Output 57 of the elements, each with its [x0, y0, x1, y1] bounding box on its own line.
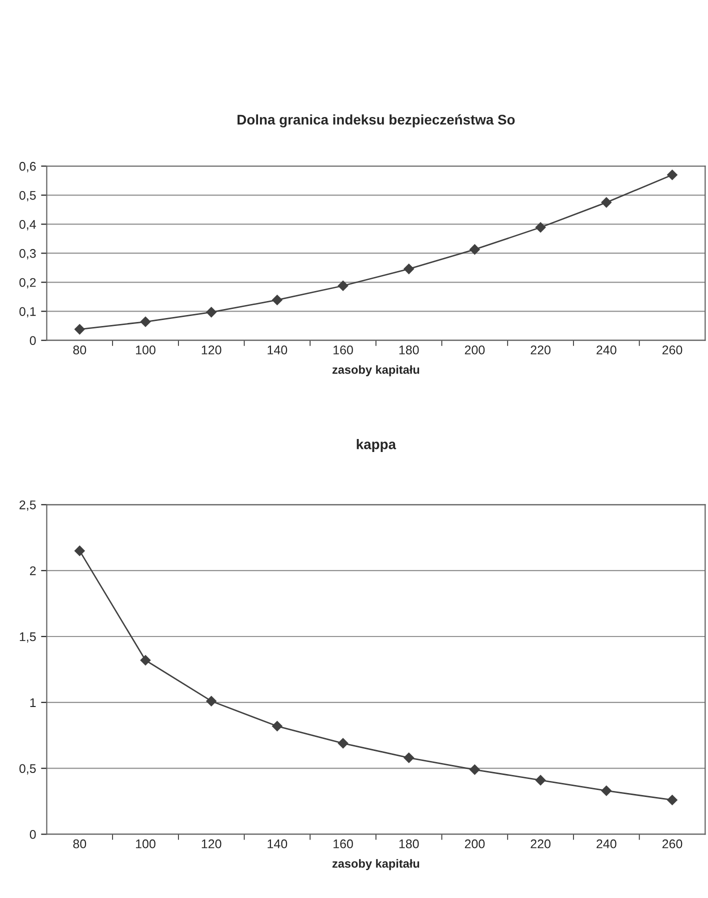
x-tick-label: 260: [662, 346, 682, 354]
x-axis-title: zasoby kapitału: [332, 859, 420, 870]
x-tick-label: 180: [399, 346, 419, 354]
x-tick-label: 100: [136, 346, 156, 354]
x-tick-label: 200: [464, 839, 485, 848]
y-tick-label: 0,4: [19, 220, 36, 230]
y-tick-label: 2,5: [20, 500, 36, 511]
point: [272, 721, 282, 732]
chart-title: Dolna granica indeksu bezpieczeństwa So: [238, 114, 515, 128]
y-tick-label: 0,2: [19, 278, 36, 288]
point: [404, 264, 414, 274]
y-tick-label: 0,1: [19, 307, 36, 318]
point: [535, 222, 546, 233]
x-tick-label: 80: [73, 839, 86, 848]
x-axis-title: zasoby kapitału: [332, 365, 420, 376]
point: [140, 316, 151, 327]
x-tick-label: 80: [73, 346, 86, 354]
y-tick-label: 0,5: [19, 190, 36, 202]
point: [404, 752, 414, 763]
y-tick-label: 2: [30, 566, 36, 576]
point: [667, 794, 678, 806]
x-tick-label: 140: [268, 346, 288, 354]
point: [338, 280, 348, 291]
point: [140, 655, 151, 666]
x-tick-label: 120: [202, 839, 222, 848]
y-tick-label: 0,5: [19, 764, 36, 774]
x-tick-label: 240: [596, 839, 616, 848]
x-tick-label: 160: [334, 839, 353, 848]
x-tick-label: 160: [334, 346, 353, 354]
x-tick-label: 260: [662, 839, 682, 848]
point: [667, 170, 678, 180]
point: [206, 696, 216, 706]
point: [535, 775, 546, 786]
y-tick-label: 0,3: [19, 249, 36, 260]
point: [601, 197, 612, 208]
x-tick-label: 180: [399, 839, 419, 848]
x-tick-label: 100: [136, 839, 156, 848]
x-tick-label: 200: [464, 346, 485, 354]
point: [74, 546, 85, 556]
x-tick-label: 220: [530, 346, 550, 354]
point: [74, 324, 85, 334]
point: [601, 786, 612, 796]
point: [272, 294, 282, 306]
y-tick-label: 0: [30, 336, 36, 345]
x-tick-label: 220: [530, 839, 550, 848]
point: [338, 738, 348, 748]
chart-title: kappa: [356, 439, 396, 452]
y-tick-label: 0,6: [19, 162, 36, 172]
point: [470, 764, 480, 775]
point: [470, 244, 480, 255]
y-tick-label: 1,5: [20, 632, 36, 643]
x-tick-label: 120: [202, 346, 222, 354]
y-tick-label: 0: [30, 830, 36, 839]
point: [206, 307, 216, 318]
x-tick-label: 140: [268, 839, 288, 848]
y-tick-label: 1: [30, 698, 36, 707]
x-tick-label: 240: [596, 346, 616, 354]
